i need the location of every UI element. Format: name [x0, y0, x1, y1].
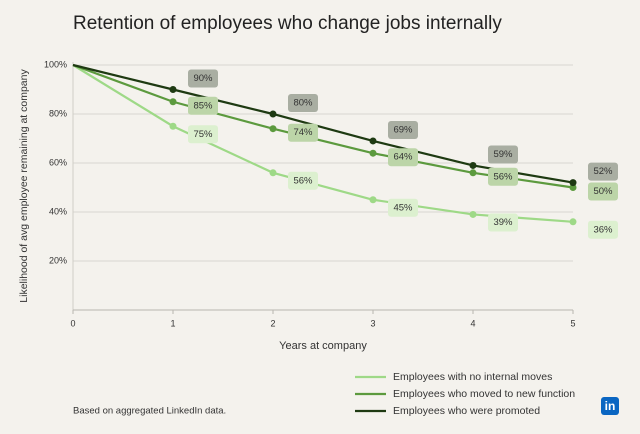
data-label: 90% — [193, 73, 213, 84]
label-box — [388, 120, 418, 139]
y-tick-label: 40% — [49, 206, 67, 216]
data-label: 52% — [593, 166, 613, 177]
x-axis-label: Years at company — [279, 340, 367, 352]
legend-label: Employees with no internal moves — [393, 371, 552, 383]
legend-label: Employees who moved to new function — [393, 388, 575, 400]
data-label: 85% — [193, 100, 213, 111]
data-label: 56% — [493, 171, 513, 182]
x-tick-label: 4 — [470, 318, 475, 328]
x-tick-label: 2 — [270, 318, 275, 328]
data-label: 50% — [593, 186, 613, 197]
data-label: 59% — [493, 149, 513, 160]
label-box — [288, 171, 318, 190]
series-line — [72, 64, 574, 223]
data-label: 75% — [193, 129, 213, 140]
point — [469, 161, 477, 169]
data-label: 80% — [293, 98, 313, 109]
point — [169, 122, 177, 130]
label-box — [488, 167, 518, 186]
label-box — [488, 213, 518, 232]
x-tick-label: 3 — [370, 318, 375, 328]
y-axis-label: Likelihood of avg employee remaining at … — [18, 69, 30, 303]
y-tick-label: 80% — [49, 108, 67, 118]
point — [469, 169, 477, 177]
x-tick-label: 5 — [570, 318, 575, 328]
series-line — [72, 63, 574, 184]
point — [169, 86, 177, 93]
point — [369, 137, 377, 145]
x-tick-label: 0 — [70, 318, 75, 328]
label-box — [288, 123, 318, 142]
chart-title: Retention of employees who change jobs i… — [73, 13, 502, 34]
label-box — [588, 162, 618, 181]
data-label: 39% — [493, 217, 513, 228]
data-label: 69% — [393, 124, 413, 135]
point — [369, 149, 377, 157]
x-tick-label: 1 — [170, 318, 175, 328]
point — [169, 98, 177, 106]
label-box — [588, 182, 618, 201]
data-label: 45% — [393, 202, 413, 213]
label-box — [488, 145, 518, 164]
y-tick-label: 60% — [49, 157, 67, 167]
data-label: 74% — [293, 127, 313, 138]
point — [269, 110, 277, 118]
label-box — [188, 96, 218, 115]
point — [569, 218, 577, 226]
footnote: Based on aggregated LinkedIn data. — [73, 406, 226, 417]
data-label: 36% — [593, 224, 613, 235]
y-tick-label: 100% — [44, 59, 67, 69]
y-tick-label: 20% — [49, 255, 67, 265]
data-label: 56% — [293, 175, 313, 186]
label-box — [188, 125, 218, 144]
point — [369, 196, 377, 204]
label-box — [388, 148, 418, 167]
label-box — [288, 94, 318, 112]
point — [569, 184, 577, 191]
point — [469, 210, 477, 218]
point — [269, 169, 277, 177]
point — [569, 179, 577, 187]
logo: in — [605, 399, 616, 413]
point — [269, 125, 277, 133]
legend-label: Employees who were promoted — [393, 405, 540, 417]
label-box — [388, 198, 418, 217]
label-box — [588, 220, 618, 239]
label-box — [188, 69, 218, 88]
logo-box — [601, 397, 619, 415]
data-label: 64% — [393, 152, 413, 163]
